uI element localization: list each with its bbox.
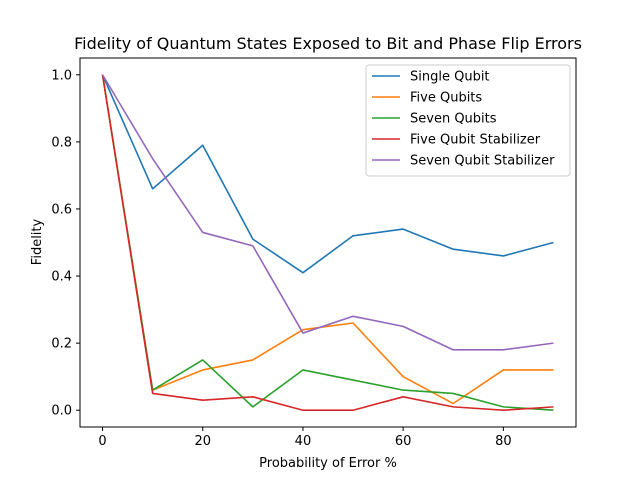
- legend-label-seven-qubits: Seven Qubits: [410, 112, 497, 127]
- x-tick-label: 80: [495, 434, 512, 449]
- y-tick-label: 0.2: [51, 337, 72, 352]
- legend: Single Qubit Five Qubits Seven Qubits Five …: [365, 64, 571, 177]
- x-tick-label: 40: [295, 434, 312, 449]
- legend-box: [365, 64, 571, 177]
- legend-label-single-qubit: Single Qubit: [410, 70, 490, 85]
- y-tick-label: 0.4: [51, 270, 72, 285]
- series-line-five-qubit-stabilizer: [101, 74, 554, 412]
- plot-area: 0 20 40 60 80 0.0 0.2 0.4 0.6 0.8 1.0: [51, 57, 577, 449]
- x-tick-label: 20: [194, 434, 211, 449]
- series-line-seven-qubits: [101, 74, 554, 412]
- x-axis-ticks: 0 20 40 60 80: [98, 427, 512, 449]
- y-tick-label: 0.0: [51, 404, 72, 419]
- chart-title: Fidelity of Quantum States Exposed to Bi…: [74, 34, 582, 53]
- x-axis-title: Probability of Error %: [259, 456, 397, 471]
- legend-label-five-qubits: Five Qubits: [410, 91, 482, 106]
- series-line-five-qubits: [101, 74, 554, 405]
- series-line-seven-qubit-stabilizer: [101, 74, 554, 351]
- y-tick-label: 0.8: [51, 135, 72, 150]
- x-tick-label: 0: [98, 434, 106, 449]
- series-line-single-qubit: [101, 74, 554, 274]
- legend-label-seven-qubit-stabilizer: Seven Qubit Stabilizer: [410, 154, 555, 169]
- y-tick-label: 0.6: [51, 202, 72, 217]
- series-layer: [101, 74, 554, 412]
- y-axis-ticks: 0.0 0.2 0.4 0.6 0.8 1.0: [51, 68, 80, 419]
- y-axis-title: Fidelity: [30, 218, 45, 265]
- axes-frame: [79, 57, 577, 428]
- x-tick-label: 60: [395, 434, 412, 449]
- legend-label-five-qubit-stabilizer: Five Qubit Stabilizer: [410, 133, 541, 148]
- y-tick-label: 1.0: [51, 68, 72, 83]
